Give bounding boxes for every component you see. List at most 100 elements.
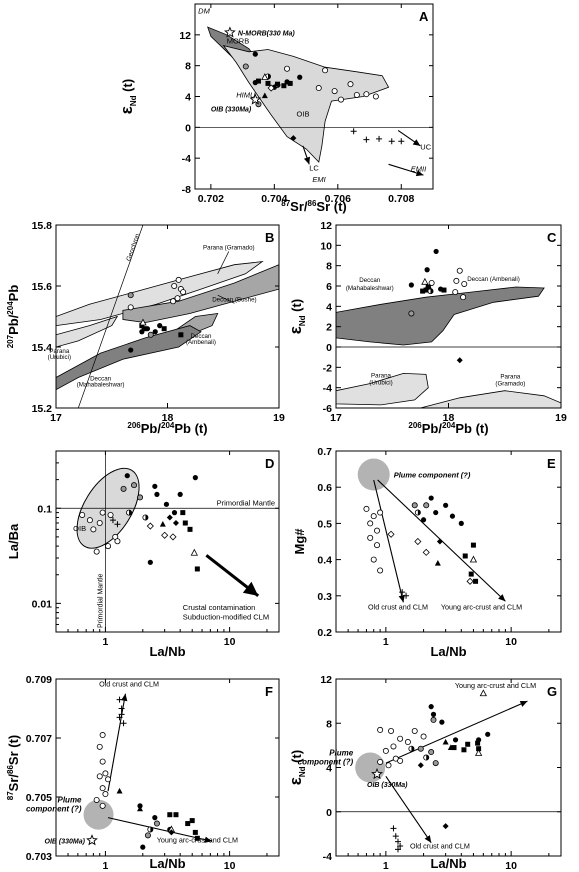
- data-point-open-circle: [347, 81, 354, 88]
- data-point-plus: [397, 843, 404, 850]
- data-point-filled-circle: [458, 520, 464, 527]
- data-point-open-diamond: [414, 537, 422, 546]
- y-tick-label: 0.3: [317, 591, 332, 603]
- data-point-open-circle: [102, 791, 109, 798]
- data-point-open-circle: [90, 526, 97, 533]
- data-point-gray-circle: [411, 502, 418, 509]
- y-label-symbol: ε: [286, 326, 305, 334]
- data-point-open-circle: [453, 277, 460, 284]
- y-tick-label: -2: [323, 362, 332, 374]
- data-point-filled-square: [185, 821, 191, 827]
- data-point-filled-circle: [297, 74, 303, 80]
- data-point-open-diamond: [161, 531, 169, 539]
- data-point-filled-circle: [177, 491, 183, 497]
- trend-arrowhead: [303, 156, 310, 165]
- data-point-open-circle: [374, 542, 381, 549]
- data-point-open-diamond: [169, 533, 177, 541]
- annotation: Subduction-modified CLM: [183, 612, 269, 621]
- data-point-gray-circle: [127, 292, 134, 299]
- x-axis-label: 206Pb/204Pb (t): [127, 421, 207, 436]
- y-tick-label: -6: [323, 403, 332, 415]
- data-point-open-diamond: [422, 548, 430, 556]
- data-point-plus: [392, 833, 399, 840]
- field-label: Parana: [500, 374, 521, 381]
- data-point-open-circle: [174, 295, 181, 302]
- trend-arrowhead: [242, 581, 259, 596]
- end-member-star: [224, 26, 236, 38]
- field-label-leader: [217, 294, 235, 304]
- data-point-open-circle: [99, 802, 106, 809]
- x-tick-label: 10: [224, 860, 236, 872]
- y-tick-label: 15.4: [32, 342, 53, 354]
- field-label: Deccan (Bushe): [212, 296, 256, 303]
- data-point-filled-diamond: [442, 823, 449, 830]
- y-tick-label: 0.705: [26, 792, 52, 804]
- x-tick-label: 10: [224, 636, 236, 648]
- data-point-filled-square: [451, 745, 457, 751]
- annotation: HIMU: [236, 90, 256, 99]
- panel-a: N-MORB(330 Ma) OIB (330Ma) DM MORB OIB HIMU LC…: [117, 3, 434, 214]
- data-point-filled-square: [476, 746, 482, 752]
- annotation: EMI: [312, 175, 325, 184]
- data-point-open-circle: [452, 289, 459, 296]
- x-tick-label: 0.704: [261, 193, 287, 205]
- field-label: (Ambenali): [186, 339, 216, 346]
- data-point-filled-circle: [485, 731, 491, 737]
- plume-label: Plume component (?): [394, 471, 471, 480]
- y-label-tail: (t): [120, 79, 135, 96]
- annotation: DM: [198, 6, 210, 15]
- y-label-tail: (t): [289, 750, 304, 767]
- panel-letter: B: [265, 230, 274, 245]
- data-point-filled-triangle: [434, 560, 441, 566]
- panel-d: Primordial Mantle Primordial Mantle OIB Cru…: [6, 450, 280, 659]
- y-label-sub: Nd: [298, 315, 307, 326]
- y-tick-label: 12: [320, 674, 332, 686]
- y-tick-label: 0: [326, 342, 332, 354]
- data-point-filled-square: [180, 510, 186, 516]
- data-point-plus: [399, 589, 406, 596]
- data-point-half-circle: [423, 754, 430, 761]
- arrow-label: Young arc-crust and CLM: [441, 603, 522, 612]
- data-point-filled-triangle: [116, 787, 123, 794]
- data-point-open-circle: [353, 91, 360, 98]
- panel-c: Deccan(Mahabaleshwar) Deccan (Ambenali) Pa…: [286, 220, 567, 436]
- data-point-gray-circle: [432, 760, 439, 767]
- data-point-filled-diamond: [172, 519, 179, 526]
- data-point-filled-diamond: [417, 762, 424, 769]
- data-point-open-diamond: [267, 84, 275, 92]
- data-point-open-circle: [99, 785, 106, 792]
- data-point-open-circle: [385, 762, 392, 769]
- data-point-filled-diamond: [290, 135, 297, 142]
- data-point-plus: [403, 592, 410, 599]
- data-point-filled-square: [473, 578, 479, 584]
- data-point-plus: [120, 720, 127, 727]
- data-point-open-triangle: [190, 548, 198, 556]
- field-label: Parana (Gramado): [203, 244, 255, 251]
- data-point-plus: [390, 825, 397, 832]
- data-point-filled-triangle: [159, 520, 166, 527]
- data-point-filled-circle: [152, 815, 158, 821]
- annotation: OIB: [73, 524, 86, 533]
- data-point-filled-circle: [128, 347, 134, 353]
- x-label-sup: 206: [127, 421, 141, 430]
- data-point-open-circle: [390, 743, 397, 750]
- x-axis-label: La/Nb: [430, 856, 466, 871]
- data-point-open-circle: [388, 727, 395, 734]
- geochron-line: [77, 225, 144, 408]
- data-point-filled-square: [194, 835, 200, 841]
- data-point-filled-diamond: [436, 538, 443, 545]
- data-point-filled-square: [462, 553, 468, 559]
- data-point-filled-square: [167, 812, 173, 818]
- y-tick-label: 0.7: [317, 446, 332, 458]
- data-point-filled-circle: [420, 517, 427, 523]
- y-tick-label: 0.2: [317, 627, 332, 639]
- data-point-open-circle: [315, 85, 322, 92]
- y-tick-label: 10: [320, 240, 332, 252]
- x-tick-label: 19: [273, 412, 285, 424]
- data-point-gray-circle: [137, 494, 144, 501]
- data-point-filled-circle: [428, 704, 434, 710]
- data-point-gray-circle: [120, 485, 127, 492]
- field-label: (Mahabaleshwar): [77, 382, 125, 389]
- x-label-sup2: 204: [161, 421, 175, 430]
- data-point-filled-circle: [152, 329, 158, 335]
